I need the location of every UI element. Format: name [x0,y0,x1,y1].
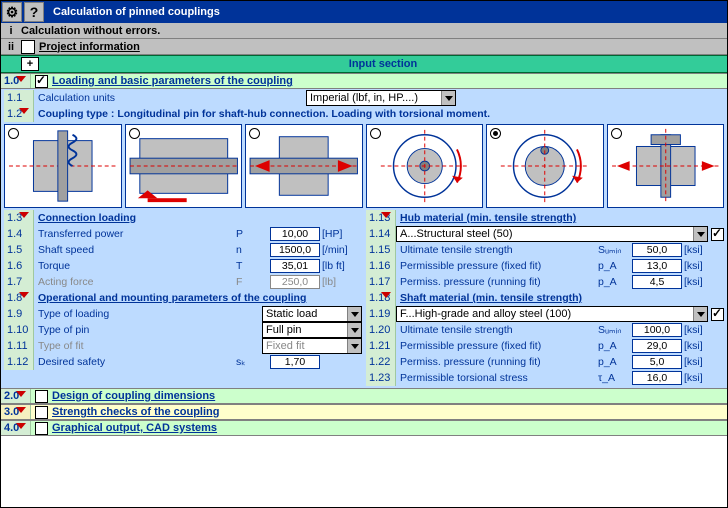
hub-material-checkbox[interactable] [711,228,724,241]
sec10-checkbox[interactable] [35,75,48,88]
titlebar: ⚙ ? Calculation of pinned couplings [1,1,727,23]
sec20-checkbox[interactable] [35,390,48,403]
expand-button[interactable]: + [21,57,39,71]
coupling-option-6[interactable] [607,124,725,208]
window-title: Calculation of pinned couplings [45,6,220,18]
safety-input[interactable]: 1,70 [270,355,320,369]
fit-type-dropdown: Fixed fit [262,338,362,354]
status-row-i: i Calculation without errors. [1,23,727,39]
pin-type-dropdown[interactable]: Full pin [262,322,362,338]
input-section-bar: + Input section [1,55,727,73]
coupling-option-4[interactable] [366,124,484,208]
section-1-0: 1.0 Loading and basic parameters of the … [1,73,727,89]
coupling-option-5[interactable] [486,124,604,208]
coupling-option-1[interactable] [4,124,122,208]
section-3-0[interactable]: 3.0 Strength checks of the coupling [1,404,727,420]
app-icon[interactable]: ⚙ [2,2,22,22]
shaft-material-checkbox[interactable] [711,308,724,321]
loading-type-dropdown[interactable]: Static load [262,306,362,322]
units-dropdown[interactable]: Imperial (lbf, in, HP....) [306,90,456,106]
sec40-checkbox[interactable] [35,422,48,435]
coupling-option-3[interactable] [245,124,363,208]
section-2-0[interactable]: 2.0 Design of coupling dimensions [1,388,727,404]
status-row-ii: ii Project information [1,39,727,55]
sec30-checkbox[interactable] [35,406,48,419]
force-input: 250,0 [270,275,320,289]
speed-input[interactable]: 1500,0 [270,243,320,257]
help-button[interactable]: ? [24,2,44,22]
coupling-type-diagrams [4,124,724,208]
section-4-0[interactable]: 4.0 Graphical output, CAD systems [1,420,727,436]
hub-material-dropdown[interactable]: A...Structural steel (50) [396,226,708,242]
power-input[interactable]: 10,00 [270,227,320,241]
project-info-checkbox[interactable] [21,40,35,54]
torque-input[interactable]: 35,01 [270,259,320,273]
coupling-option-2[interactable] [125,124,243,208]
shaft-material-dropdown[interactable]: F...High-grade and alloy steel (100) [396,306,708,322]
